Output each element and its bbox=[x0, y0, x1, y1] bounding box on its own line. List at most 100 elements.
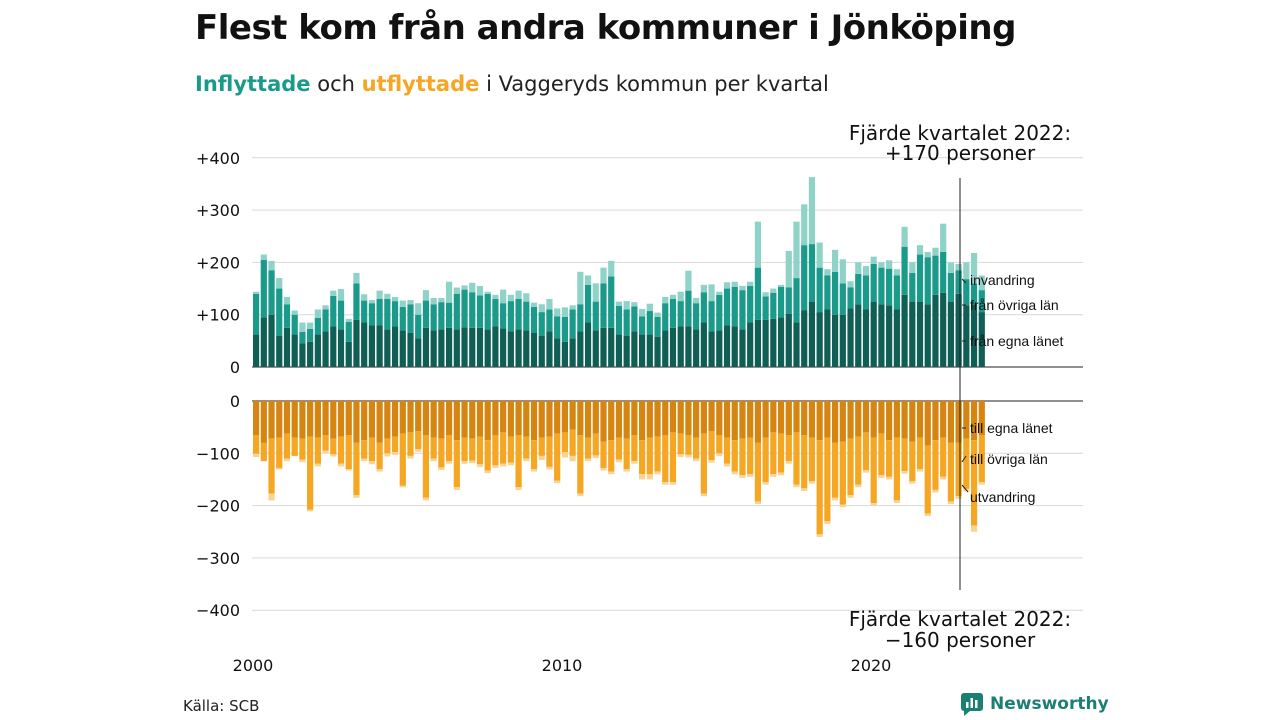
annotation-bottom-line2: −160 personer bbox=[885, 628, 1036, 652]
bar-out-other-counties bbox=[963, 438, 970, 489]
bar-out-own-county bbox=[314, 401, 321, 438]
bar-in-own-county bbox=[955, 293, 962, 367]
bar-in-immigration bbox=[623, 301, 630, 310]
y-tick-label-bottom: 0 bbox=[230, 392, 240, 411]
bar-in-own-county bbox=[631, 331, 638, 367]
bar-out-other-counties bbox=[283, 433, 291, 459]
bar-out-other-counties bbox=[932, 440, 939, 490]
bar-in-immigration bbox=[476, 285, 484, 296]
bar-in-own-county bbox=[291, 334, 298, 367]
bar-in-other-counties bbox=[662, 303, 669, 331]
bar-in-immigration bbox=[723, 282, 731, 289]
bar-in-other-counties bbox=[886, 268, 893, 306]
bar-in-own-county bbox=[476, 327, 484, 367]
bar-in-own-county bbox=[747, 322, 754, 367]
bar-in-other-counties bbox=[932, 255, 939, 295]
bar-out-own-county bbox=[777, 401, 785, 434]
bar-in-immigration bbox=[685, 270, 692, 291]
bar-in-own-county bbox=[330, 326, 337, 367]
bar-in-immigration bbox=[963, 262, 970, 280]
series-label-top: från egna länet bbox=[970, 333, 1064, 349]
bar-out-own-county bbox=[646, 401, 653, 438]
bar-in-other-counties bbox=[940, 251, 947, 293]
bar-in-other-counties bbox=[739, 290, 746, 330]
bar-in-other-counties bbox=[631, 306, 638, 332]
bar-in-immigration bbox=[947, 262, 954, 273]
bar-out-own-county bbox=[824, 401, 831, 438]
bar-in-immigration bbox=[337, 289, 345, 301]
bar-in-immigration bbox=[855, 262, 862, 274]
bar-out-emigration bbox=[623, 468, 630, 472]
bar-out-emigration bbox=[940, 476, 947, 480]
bar-in-own-county bbox=[546, 331, 553, 367]
bar-out-other-counties bbox=[947, 442, 954, 502]
bar-out-other-counties bbox=[893, 437, 900, 501]
bar-out-other-counties bbox=[677, 433, 684, 455]
bar-out-own-county bbox=[677, 401, 684, 434]
bar-in-own-county bbox=[639, 334, 646, 367]
bar-in-own-county bbox=[592, 330, 599, 367]
bar-in-immigration bbox=[584, 275, 592, 285]
bar-in-other-counties bbox=[592, 301, 599, 331]
bar-in-own-county bbox=[461, 327, 468, 367]
bar-in-other-counties bbox=[677, 301, 684, 327]
bar-out-other-counties bbox=[862, 432, 870, 471]
bar-in-immigration bbox=[391, 296, 399, 302]
bar-out-own-county bbox=[608, 401, 615, 441]
bar-out-other-counties bbox=[415, 431, 422, 450]
bar-out-emigration bbox=[577, 493, 584, 497]
bar-out-other-counties bbox=[554, 433, 561, 481]
subtitle-inflyttade: Inflyttade bbox=[195, 72, 311, 96]
bar-in-immigration bbox=[453, 287, 460, 294]
bar-in-own-county bbox=[446, 327, 453, 367]
bar-out-emigration bbox=[461, 461, 468, 464]
bar-out-other-counties bbox=[615, 437, 623, 460]
bar-in-immigration bbox=[376, 290, 383, 300]
bar-out-emigration bbox=[716, 453, 723, 456]
bar-out-emigration bbox=[662, 482, 669, 485]
bar-in-own-county bbox=[484, 329, 491, 367]
bar-in-immigration bbox=[654, 312, 661, 317]
newsworthy-logo-icon bbox=[961, 693, 983, 716]
bar-out-other-counties bbox=[484, 440, 491, 471]
bar-out-emigration bbox=[283, 458, 291, 462]
bar-in-other-counties bbox=[924, 257, 931, 305]
bar-out-emigration bbox=[654, 471, 661, 475]
bar-out-other-counties bbox=[438, 438, 445, 468]
bar-in-other-counties bbox=[824, 275, 831, 310]
bar-in-immigration bbox=[808, 177, 816, 245]
bar-out-emigration bbox=[469, 460, 476, 464]
bar-out-emigration bbox=[669, 482, 677, 485]
bar-out-other-counties bbox=[476, 436, 484, 465]
bar-out-other-counties bbox=[685, 434, 692, 455]
bar-out-emigration bbox=[453, 487, 460, 490]
bar-out-other-counties bbox=[391, 436, 399, 453]
bar-in-other-counties bbox=[716, 294, 723, 331]
bar-in-other-counties bbox=[500, 303, 507, 329]
bar-out-own-county bbox=[739, 401, 746, 439]
bar-out-emigration bbox=[693, 458, 700, 462]
bar-in-other-counties bbox=[646, 311, 653, 335]
bar-in-immigration bbox=[446, 281, 453, 303]
bar-in-other-counties bbox=[793, 278, 800, 323]
bar-out-emigration bbox=[415, 449, 422, 452]
bar-out-own-county bbox=[391, 401, 399, 437]
bar-in-immigration bbox=[970, 252, 978, 284]
bar-in-own-county bbox=[862, 309, 870, 367]
bar-in-other-counties bbox=[770, 292, 777, 319]
bar-in-immigration bbox=[461, 285, 468, 290]
bar-in-other-counties bbox=[909, 272, 916, 302]
bar-in-immigration bbox=[639, 308, 646, 317]
bar-out-emigration bbox=[739, 475, 746, 478]
bar-out-other-counties bbox=[754, 442, 761, 502]
bar-out-other-counties bbox=[368, 437, 375, 462]
bar-in-immigration bbox=[561, 307, 568, 317]
bar-in-immigration bbox=[793, 221, 800, 279]
bar-out-emigration bbox=[337, 463, 345, 467]
bar-in-immigration bbox=[422, 290, 430, 301]
bar-out-own-county bbox=[816, 401, 823, 441]
y-tick-label-bottom: −300 bbox=[196, 549, 240, 568]
bar-out-emigration bbox=[777, 472, 785, 476]
bar-out-other-counties bbox=[268, 438, 275, 494]
bar-in-own-county bbox=[530, 333, 538, 367]
